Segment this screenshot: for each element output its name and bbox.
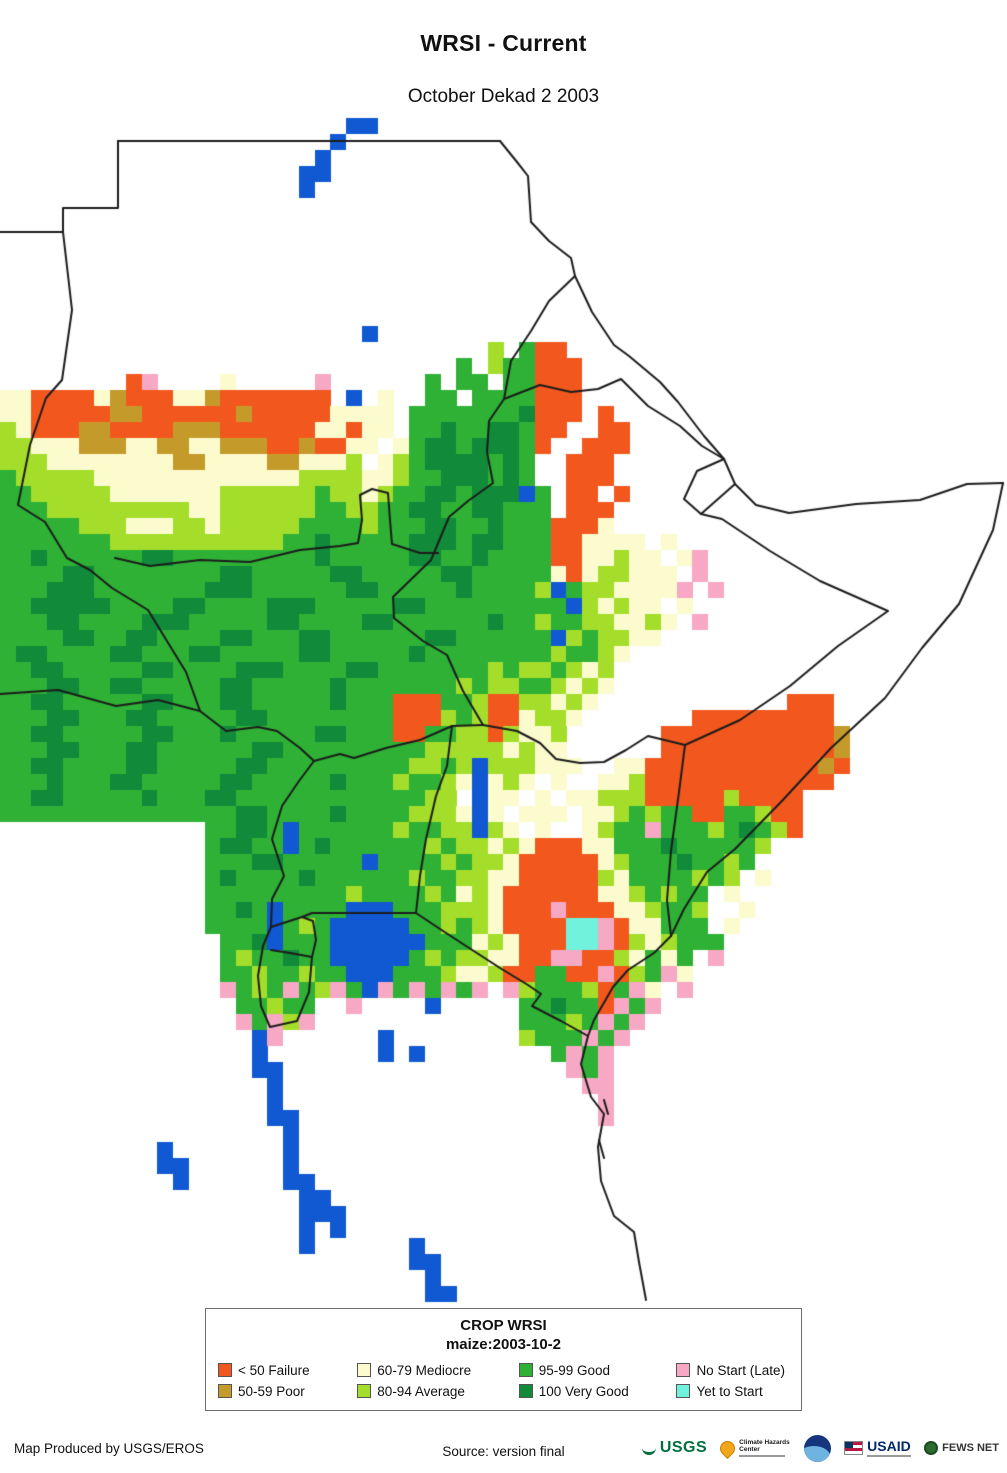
- legend-item: 60-79 Mediocre: [357, 1360, 471, 1380]
- page-subtitle: October Dekad 2 2003: [407, 86, 600, 107]
- legend-item-label: 80-94 Average: [377, 1383, 465, 1399]
- usgs-wave-icon: [641, 1442, 656, 1455]
- page-title: WRSI - Current: [420, 30, 587, 56]
- legend-swatch: [357, 1384, 372, 1398]
- legend-item-label: 60-79 Mediocre: [377, 1362, 472, 1378]
- legend-swatch: [676, 1363, 691, 1377]
- chc-tagline-bar: [739, 1455, 786, 1457]
- legend-swatch: [676, 1384, 691, 1398]
- usgs-logo: USGS: [641, 1439, 708, 1457]
- legend-item: 100 Very Good: [518, 1381, 629, 1401]
- fews-net-logo: FEWS NET: [924, 1441, 999, 1455]
- noaa-logo: [804, 1434, 832, 1462]
- legend-swatch: [218, 1363, 232, 1377]
- legend-swatch: [518, 1384, 533, 1398]
- legend-item: 95-99 Good: [518, 1360, 629, 1380]
- noaa-circle-icon: [804, 1434, 832, 1462]
- usaid-flag-icon: [844, 1441, 864, 1455]
- legend-subtitle: maize:2003-10-2: [445, 1336, 562, 1353]
- legend-title: CROP WRSI: [460, 1317, 547, 1334]
- legend-item-label: Yet to Start: [696, 1383, 763, 1399]
- legend-item-label: 95-99 Good: [538, 1362, 611, 1378]
- legend-item: < 50 Failure: [218, 1360, 310, 1380]
- legend-item: Yet to Start: [676, 1381, 785, 1401]
- legend-item: 80-94 Average: [357, 1381, 471, 1401]
- legend-item: 50-59 Poor: [218, 1381, 310, 1401]
- fews-net-logo-label: FEWS NET: [942, 1442, 999, 1454]
- legend-item-label: No Start (Late): [696, 1362, 785, 1378]
- footer-source: Source: version final: [442, 1444, 565, 1459]
- climate-hazards-center-logo: Climate Hazards Center: [717, 1437, 791, 1459]
- usaid-tagline-bar: [867, 1454, 912, 1457]
- legend-item: No Start (Late): [676, 1360, 785, 1380]
- legend-items: < 50 Failure 50-59 Poor 60-79 Mediocre 80-9…: [206, 1354, 801, 1401]
- legend-box: CROP WRSI maize:2003-10-2 < 50 Failure 50…: [205, 1308, 802, 1411]
- legend-swatch: [218, 1384, 232, 1398]
- chc-logo-label: Climate Hazards Center: [739, 1439, 790, 1453]
- usaid-logo-label: USAID: [867, 1437, 911, 1454]
- legend-item-label: 50-59 Poor: [238, 1383, 305, 1399]
- usgs-logo-label: USGS: [659, 1439, 708, 1456]
- legend-item-label: < 50 Failure: [238, 1362, 310, 1378]
- chc-drop-icon: [717, 1437, 739, 1459]
- usaid-logo: USAID: [844, 1437, 912, 1457]
- legend-item-label: 100 Very Good: [538, 1383, 629, 1399]
- footer-produced-by: Map Produced by USGS/EROS: [14, 1441, 204, 1456]
- logo-strip: USGS Climate Hazards Center USAID FEWS N…: [641, 1429, 999, 1467]
- legend-swatch: [518, 1363, 533, 1377]
- legend-swatch: [357, 1363, 372, 1377]
- fews-globe-icon: [924, 1441, 939, 1455]
